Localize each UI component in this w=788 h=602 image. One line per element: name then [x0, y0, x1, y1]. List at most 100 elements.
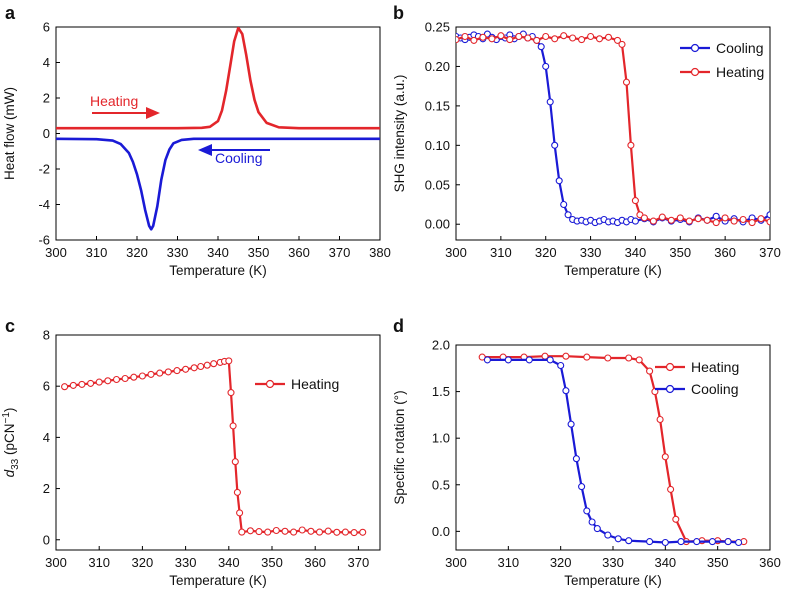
- legend-marker: [690, 67, 700, 77]
- plot-frame: [455, 344, 771, 551]
- data-point: [708, 538, 716, 546]
- data-point: [272, 526, 280, 535]
- data-point: [121, 374, 129, 383]
- plot-frame: [455, 26, 771, 241]
- legend-label: Heating: [691, 359, 739, 375]
- x-tick-label: 310: [86, 245, 108, 260]
- x-tick-label: 330: [175, 555, 197, 570]
- data-point: [649, 217, 657, 225]
- x-tick-label: 340: [625, 245, 647, 260]
- panel-b: b 300 310 320 330 340 350 360 370 0.00 0.05 0.10 0.1…: [392, 3, 781, 278]
- data-point: [61, 383, 69, 391]
- y-label-superscript: −1: [1, 412, 12, 424]
- legend-item-heating: Heating: [680, 64, 764, 80]
- data-point: [229, 422, 237, 430]
- y-tick-label: -6: [38, 233, 50, 248]
- data-point: [551, 35, 559, 43]
- data-point: [569, 34, 577, 42]
- y-tick-label: 6: [43, 379, 50, 394]
- data-point: [661, 538, 669, 547]
- data-point: [190, 364, 198, 372]
- y-tick-label: 0.20: [425, 59, 450, 74]
- plot-frame: [55, 334, 381, 551]
- data-point: [766, 218, 770, 226]
- data-point: [658, 213, 666, 221]
- data-point: [95, 378, 103, 386]
- x-tick-label: 330: [167, 245, 189, 260]
- data-point: [483, 356, 491, 364]
- data-point: [470, 36, 478, 44]
- data-point: [533, 36, 541, 44]
- data-point: [587, 32, 595, 41]
- legend-item-heating: Heating: [655, 359, 739, 375]
- arrow-head: [146, 107, 160, 119]
- data-point: [604, 354, 612, 362]
- x-tick-label: 360: [714, 245, 736, 260]
- data-point: [525, 356, 533, 364]
- x-axis-label: Temperature (K): [564, 263, 662, 278]
- data-point: [766, 211, 770, 219]
- y-tick-label: 6: [43, 20, 50, 35]
- data-point: [677, 538, 685, 546]
- data-point: [231, 458, 239, 466]
- panel-c: c 300 310 320 330 340 350 360 370 0 2 4 6 8 Temperatur…: [1, 316, 381, 588]
- panel-letter: d: [393, 316, 404, 336]
- data-point: [359, 528, 367, 536]
- data-point: [298, 526, 306, 534]
- data-point: [227, 389, 235, 397]
- legend-marker: [265, 379, 275, 389]
- legend-item-cooling: Cooling: [680, 40, 763, 56]
- panel-letter: b: [393, 3, 404, 23]
- data-point: [622, 78, 631, 86]
- data-point: [341, 528, 349, 536]
- x-tick-label: 340: [218, 555, 240, 570]
- x-tick-label: 370: [348, 555, 370, 570]
- panel-d: d 300 310 320 330 340 350 360 0.0 0.5 1.0 1.5 2.0 Tem…: [392, 316, 781, 588]
- x-tick-label: 310: [88, 555, 110, 570]
- data-point: [646, 538, 654, 546]
- data-point: [721, 214, 729, 222]
- data-point: [504, 356, 512, 364]
- x-tick-label: 360: [288, 245, 310, 260]
- data-point: [506, 36, 514, 44]
- data-point: [562, 352, 570, 360]
- data-point: [578, 36, 586, 44]
- x-tick-label: 300: [45, 555, 67, 570]
- legend-label: Heating: [716, 64, 764, 80]
- y-label-subscript: 33: [10, 458, 21, 470]
- data-point: [138, 372, 146, 380]
- data-point: [635, 356, 643, 364]
- x-tick-label: 370: [759, 245, 781, 260]
- data-point: [676, 214, 684, 222]
- data-point: [672, 515, 680, 523]
- data-point: [112, 375, 121, 384]
- y-tick-label: 8: [43, 328, 50, 343]
- legend-label: Cooling: [716, 40, 763, 56]
- data-point: [625, 537, 633, 545]
- y-axis-label: Specific rotation (°): [392, 390, 407, 504]
- y-label-close: ): [2, 408, 17, 413]
- series-cooling: [56, 137, 380, 231]
- data-point: [546, 98, 554, 106]
- data-point: [182, 365, 190, 373]
- x-tick-label: 320: [126, 245, 148, 260]
- legend-item-cooling: Cooling: [655, 381, 738, 397]
- legend-label: Cooling: [691, 381, 738, 397]
- panel-letter: c: [5, 316, 15, 336]
- data-point: [604, 531, 612, 539]
- y-tick-label: 1.0: [432, 431, 450, 446]
- data-point: [164, 368, 172, 376]
- data-point: [748, 219, 756, 227]
- x-tick-label: 340: [654, 555, 676, 570]
- data-point: [130, 373, 138, 381]
- series-line: [56, 27, 380, 130]
- data-point: [542, 32, 550, 41]
- x-tick-label: 330: [602, 555, 624, 570]
- y-tick-label: 2: [43, 481, 50, 496]
- series-line: [487, 358, 739, 544]
- data-point: [225, 357, 233, 365]
- legend-label: Heating: [291, 376, 339, 392]
- legend-item-heating: Heating: [255, 376, 339, 392]
- x-tick-label: 310: [490, 245, 512, 260]
